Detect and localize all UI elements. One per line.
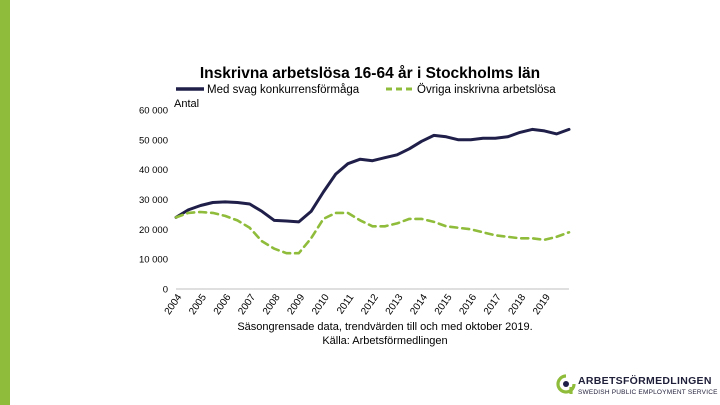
x-tick-label: 2008 [261, 292, 283, 317]
y-tick-label: 0 [163, 285, 168, 296]
series-line-med-svag [174, 127, 571, 224]
x-tick-label: 2019 [531, 292, 553, 317]
x-tick-label: 2012 [359, 292, 381, 317]
legend: Med svag konkurrensförmåga Övriga inskri… [176, 84, 556, 96]
x-tick-label: 2013 [384, 292, 406, 317]
x-tick-labels: 2004 2005 2006 2007 2008 2009 2010 2011 2012 2013… [163, 292, 553, 317]
x-tick-label: 2014 [408, 292, 430, 317]
logo-icon [556, 374, 576, 394]
arbetsformedlingen-logo: ARBETSFÖRMEDLINGEN SWEDISH PUBLIC EMPLOY… [556, 373, 718, 403]
x-tick-label: 2006 [212, 292, 234, 317]
chart-title: Inskrivna arbetslösa 16-64 år i Stockhol… [200, 65, 540, 82]
x-tick-label: 2016 [457, 292, 479, 317]
x-tick-label: 2011 [335, 292, 357, 316]
x-tick-label: 2015 [433, 292, 455, 317]
x-tick-label: 2007 [236, 292, 258, 317]
logo-subtitle: SWEDISH PUBLIC EMPLOYMENT SERVICE [578, 389, 718, 396]
x-tick-label: 2010 [310, 292, 332, 317]
legend-label-med-svag: Med svag konkurrensförmåga [207, 84, 360, 96]
x-tick-label: 2017 [482, 292, 504, 317]
series-lines [174, 127, 571, 255]
y-tick-label: 30 000 [139, 195, 168, 206]
x-tick-label: 2018 [507, 292, 529, 317]
footnote-source: Källa: Arbetsförmedlingen [322, 335, 447, 347]
footnote-data: Säsongrensade data, trendvärden till och… [237, 321, 532, 333]
x-tick-label: 2005 [187, 292, 209, 317]
y-tick-label: 50 000 [139, 135, 168, 146]
y-tick-label: 40 000 [139, 165, 168, 176]
x-tick-label: 2009 [285, 292, 307, 317]
y-tick-label: 60 000 [139, 106, 168, 117]
series-line-ovriga [174, 210, 571, 255]
y-tick-labels: 0 10 000 20 000 30 000 40 000 50 000 60 000 [139, 106, 168, 296]
left-accent-bar [0, 0, 10, 405]
logo-name: ARBETSFÖRMEDLINGEN [578, 375, 712, 387]
legend-label-ovriga: Övriga inskrivna arbetslösa [417, 84, 556, 96]
y-tick-label: 20 000 [139, 225, 168, 236]
y-axis-label: Antal [174, 98, 199, 110]
y-tick-label: 10 000 [139, 255, 168, 266]
x-tick-label: 2004 [163, 292, 185, 317]
